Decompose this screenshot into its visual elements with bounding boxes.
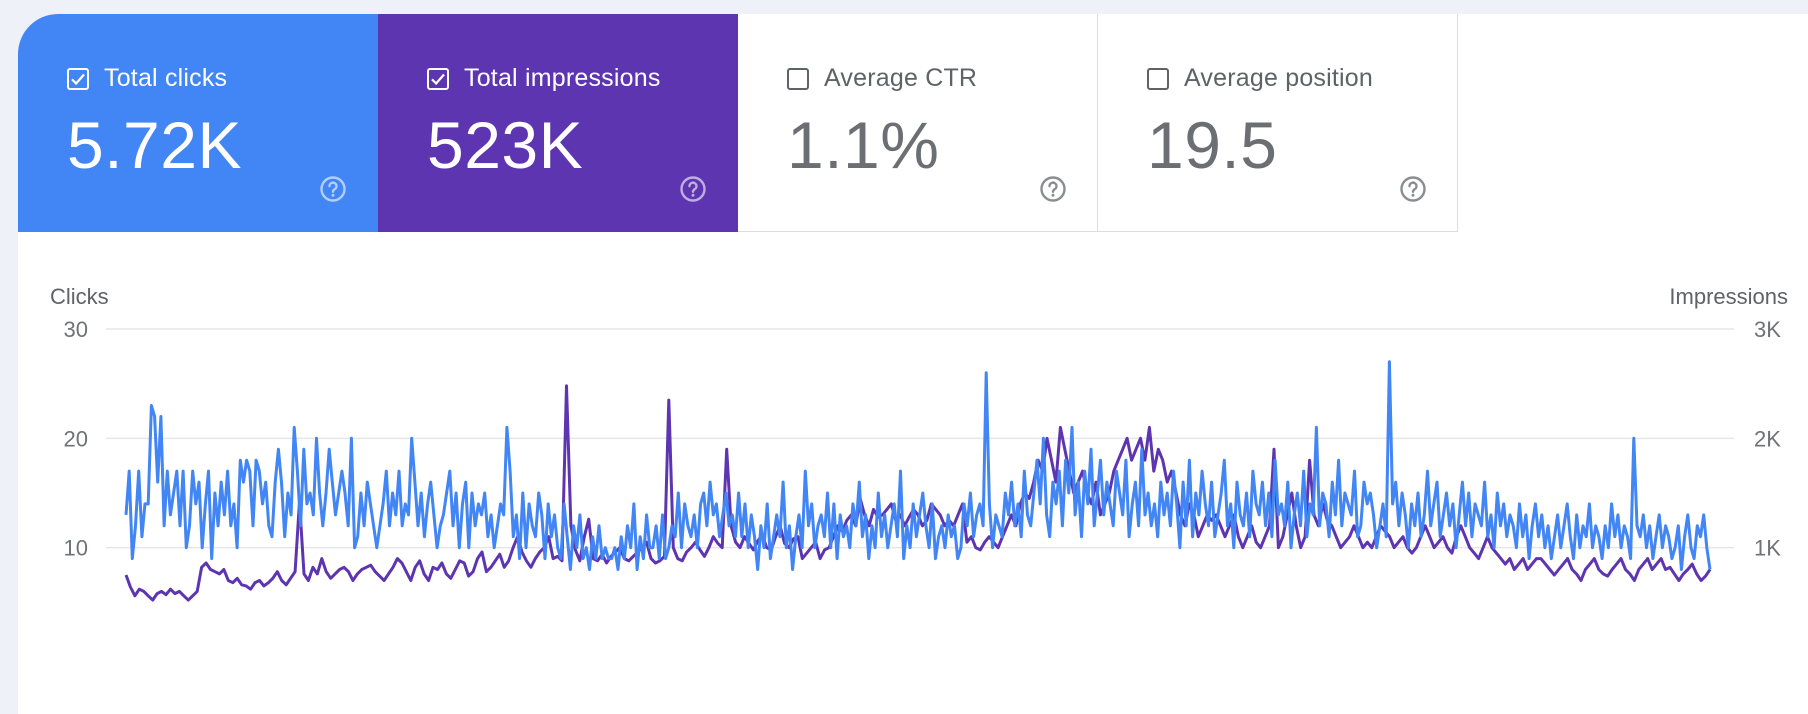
series-line-impressions [124,384,1712,602]
metric-label: Average CTR [824,64,978,92]
performance-panel: Clicks Impressions 30 20 10 3K 2K 1K Total c… [18,14,1808,714]
help-icon[interactable] [1040,176,1066,202]
metric-card-total-clicks[interactable]: Total clicks 5.72K [18,14,378,232]
left-axis-tick-label: 10 [64,536,88,561]
performance-chart: Clicks Impressions 30 20 10 3K 2K 1K [50,284,1788,602]
help-icon[interactable] [1400,176,1426,202]
help-icon[interactable] [680,176,706,202]
metric-card-average-ctr[interactable]: Average CTR 1.1% [738,14,1098,232]
right-axis-tick-label: 1K [1754,536,1781,561]
right-axis-ticks: 3K 2K 1K [1754,317,1781,561]
right-axis-title: Impressions [1669,284,1788,309]
left-axis-title: Clicks [50,284,109,309]
metric-label: Total clicks [104,64,228,92]
checkbox-checked-icon[interactable] [427,67,449,90]
left-axis-tick-label: 20 [64,426,88,451]
metric-card-average-position[interactable]: Average position 19.5 [1098,14,1458,232]
right-axis-tick-label: 3K [1754,317,1781,342]
checkbox-checked-icon[interactable] [67,67,89,90]
right-axis-tick-label: 2K [1754,426,1781,451]
metric-value: 5.72K [67,108,242,182]
series-line-clicks [124,360,1712,571]
metric-label: Average position [1184,64,1373,92]
metric-cards: Total clicks 5.72K Total impressions 523… [18,14,1458,232]
metric-value: 1.1% [787,108,940,182]
help-icon[interactable] [320,176,346,202]
left-axis-tick-label: 30 [64,317,88,342]
checkbox-unchecked-icon[interactable] [787,67,809,90]
left-axis-ticks: 30 20 10 [64,317,88,561]
metric-card-total-impressions[interactable]: Total impressions 523K [378,14,738,232]
metric-value: 523K [427,108,584,182]
checkbox-unchecked-icon[interactable] [1147,67,1169,90]
metric-label: Total impressions [464,64,661,92]
chart-series [124,360,1712,602]
metric-value: 19.5 [1147,108,1278,182]
